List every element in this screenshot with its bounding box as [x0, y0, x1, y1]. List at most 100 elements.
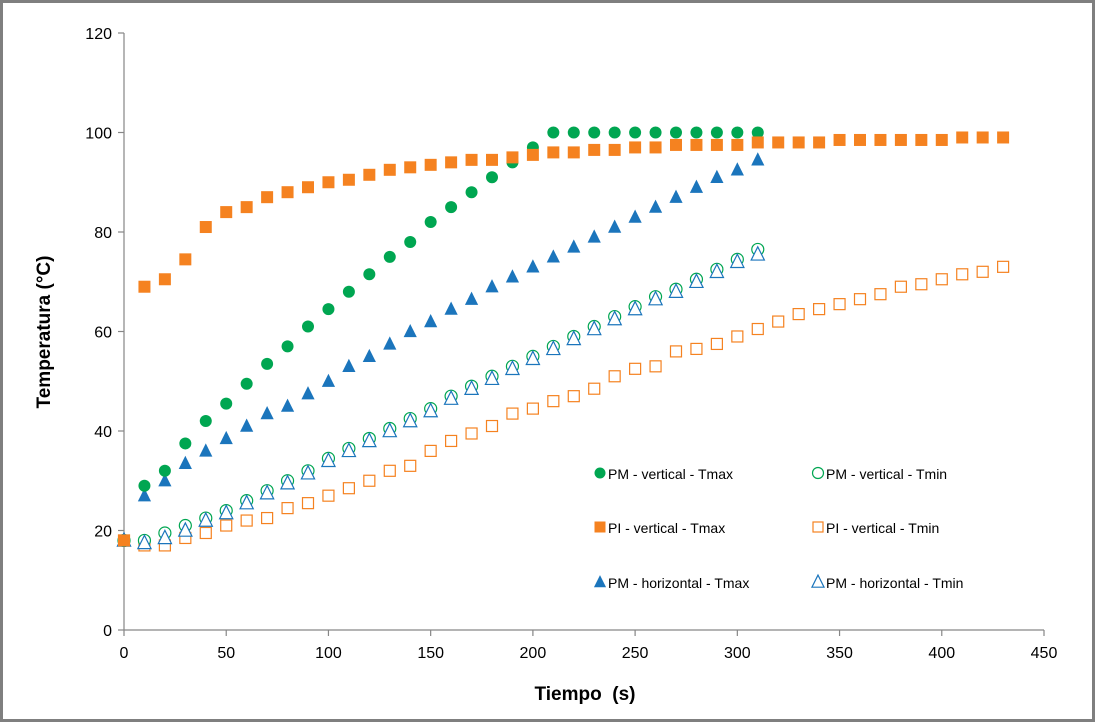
data-point	[118, 534, 130, 547]
data-point	[690, 342, 703, 356]
legend-label: PM - horizontal - Tmax	[608, 575, 749, 591]
legend-label: PI - vertical - Tmin	[826, 520, 939, 536]
data-point	[342, 173, 355, 186]
data-point	[138, 479, 151, 492]
data-point	[198, 511, 214, 527]
data-point	[404, 161, 417, 174]
legend-label: PM - vertical - Tmin	[826, 466, 947, 482]
data-point	[588, 382, 601, 395]
data-point	[608, 143, 621, 156]
x-tick-label: 200	[520, 645, 547, 662]
data-point	[750, 245, 766, 261]
data-point	[669, 345, 683, 358]
data-point	[445, 156, 458, 169]
data-point	[218, 504, 234, 520]
data-point	[506, 407, 519, 420]
data-point	[997, 131, 1010, 144]
data-point	[566, 330, 582, 346]
data-point	[976, 265, 989, 278]
data-point	[199, 221, 212, 234]
data-point	[751, 126, 764, 139]
data-point	[792, 307, 805, 321]
data-point	[608, 370, 621, 383]
x-tick-label: 0	[120, 645, 129, 662]
data-point	[484, 369, 500, 386]
data-point	[648, 199, 663, 213]
data-point	[199, 415, 212, 428]
data-point	[342, 285, 355, 298]
data-point	[322, 489, 335, 502]
data-point	[854, 133, 866, 146]
y-tick-label: 0	[103, 623, 112, 640]
data-point	[587, 229, 601, 243]
data-point	[485, 419, 499, 433]
data-point	[302, 320, 314, 333]
data-point	[239, 494, 255, 510]
data-point	[894, 280, 907, 293]
x-tick-label: 450	[1031, 645, 1058, 662]
data-point	[463, 379, 480, 395]
data-point	[383, 250, 396, 263]
legend-label: PI - vertical - Tmax	[608, 520, 725, 536]
data-point	[833, 133, 846, 146]
data-point	[915, 278, 928, 291]
legend-entry: PM - horizontal - Tmin	[810, 573, 963, 591]
data-point	[833, 298, 846, 311]
data-point	[321, 373, 336, 387]
data-point	[403, 323, 417, 338]
data-point	[731, 330, 744, 343]
data-point	[486, 171, 498, 184]
data-point	[935, 133, 948, 146]
x-tick-label: 150	[417, 645, 444, 662]
legend-entry: PI - vertical - Tmin	[812, 520, 939, 536]
data-point	[792, 136, 805, 149]
data-point	[342, 358, 356, 372]
data-point	[300, 464, 316, 480]
data-point	[874, 288, 887, 301]
data-point	[261, 357, 274, 370]
data-point	[607, 310, 623, 326]
data-point	[730, 162, 744, 176]
data-point	[690, 138, 703, 151]
data-point	[363, 474, 376, 487]
data-point	[445, 434, 458, 448]
data-point	[567, 390, 580, 403]
data-point	[465, 153, 478, 166]
data-point	[199, 526, 212, 540]
data-point	[772, 136, 785, 149]
data-point	[567, 239, 581, 253]
data-point	[751, 136, 764, 149]
data-point	[424, 216, 437, 229]
data-point	[506, 151, 519, 164]
data-point	[177, 521, 193, 537]
legend-entry: PM - horizontal - Tmax	[593, 575, 749, 591]
data-point	[342, 482, 355, 495]
data-point	[649, 360, 662, 373]
data-point	[649, 141, 662, 154]
x-axis-title: Tiempo (s)	[535, 684, 636, 705]
data-point	[138, 280, 151, 293]
x-tick-label: 300	[724, 645, 751, 662]
data-point	[322, 176, 335, 189]
data-point	[567, 146, 580, 159]
legend-label: PM - horizontal - Tmin	[826, 575, 963, 591]
data-point	[445, 201, 458, 214]
data-point	[240, 418, 254, 432]
data-point	[627, 300, 643, 316]
data-point	[588, 143, 601, 156]
data-point	[547, 146, 560, 159]
legend-marker	[810, 573, 826, 588]
data-point	[956, 131, 969, 144]
data-point	[608, 126, 621, 139]
data-point	[260, 406, 274, 420]
data-point	[628, 209, 642, 223]
data-point	[813, 136, 826, 149]
legend-marker	[812, 521, 824, 533]
x-tick-label: 350	[826, 645, 853, 662]
data-point	[669, 189, 683, 203]
data-point	[670, 126, 682, 139]
data-point	[853, 293, 867, 306]
data-marks	[116, 126, 1010, 552]
